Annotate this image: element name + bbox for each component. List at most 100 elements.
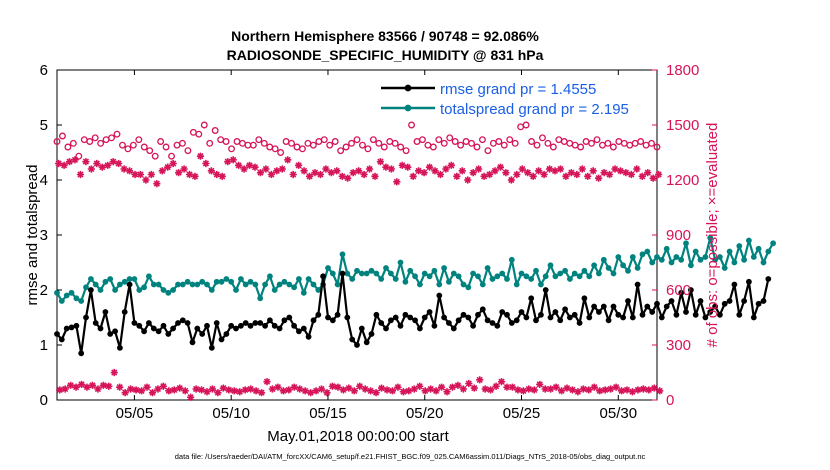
rmse-point: [141, 328, 148, 335]
obs-possible-marker: [375, 139, 383, 147]
rmse-point: [320, 273, 326, 280]
rmse-point: [305, 333, 312, 340]
rmse-point: [562, 306, 568, 313]
y-left-tick-label: 5: [40, 117, 48, 134]
rmse-point: [189, 339, 196, 346]
obs-possible-marker: [533, 141, 541, 149]
obs-low-marker: [514, 386, 522, 394]
obs-low-marker: [530, 386, 538, 394]
totalspread-point: [247, 278, 254, 285]
totalspread-point: [717, 254, 723, 260]
y-right-tick-label: 900: [666, 227, 691, 244]
totalspread-point: [663, 245, 670, 252]
obs-evaluated-marker: [491, 167, 499, 175]
obs-possible-marker: [593, 136, 601, 144]
totalspread-point: [770, 240, 776, 247]
obs-evaluated-marker: [633, 165, 641, 173]
obs-evaluated-marker: [507, 176, 515, 184]
totalspread-point: [204, 281, 210, 288]
obs-evaluated-marker: [485, 170, 494, 179]
obs-evaluated-marker: [218, 172, 226, 180]
totalspread-point: [552, 273, 559, 280]
rmse-point: [475, 311, 481, 318]
obs-evaluated-marker: [213, 170, 221, 179]
totalspread-point: [533, 267, 539, 274]
obs-evaluated-marker: [245, 161, 254, 169]
totalspread-point: [349, 276, 356, 282]
rmse-point: [581, 295, 588, 302]
rmse-point: [436, 292, 443, 299]
obs-low-marker: [345, 384, 353, 392]
obs-evaluated-marker: [616, 167, 625, 175]
rmse-point: [625, 298, 631, 304]
totalspread-point: [68, 289, 75, 296]
obs-possible-marker: [113, 130, 121, 138]
totalspread-point: [421, 270, 428, 277]
obs-possible-marker: [380, 143, 388, 151]
rmse-point: [112, 328, 118, 335]
obs-low-marker: [307, 389, 315, 397]
rmse-point: [489, 320, 496, 326]
totalspread-point: [73, 295, 80, 302]
totalspread-point: [402, 278, 409, 285]
rmse-point: [291, 322, 297, 329]
obs-possible-marker: [326, 141, 334, 149]
obs-low-marker: [399, 388, 407, 396]
obs-evaluated-marker: [393, 178, 401, 186]
obs-evaluated-marker: [333, 167, 341, 175]
totalspread-point: [184, 278, 191, 285]
obs-evaluated-marker: [191, 172, 199, 180]
totalspread-point: [305, 276, 312, 282]
obs-evaluated-marker: [284, 156, 292, 164]
rmse-point: [325, 314, 331, 321]
totalspread-point: [257, 295, 264, 302]
obs-possible-marker: [440, 139, 448, 147]
obs-evaluated-marker: [496, 163, 505, 171]
totalspread-point: [310, 281, 317, 288]
rmse-point: [199, 331, 206, 337]
totalspread-point: [479, 281, 486, 288]
rmse-point: [504, 311, 510, 318]
totalspread-point: [117, 281, 123, 288]
obs-possible-marker: [604, 139, 612, 147]
obs-evaluated-marker: [502, 169, 510, 177]
obs-evaluated-marker: [518, 165, 526, 173]
totalspread-point: [121, 278, 128, 285]
totalspread-point: [392, 276, 399, 282]
obs-low-marker: [448, 383, 457, 391]
totalspread-point: [658, 256, 665, 263]
obs-low-marker: [159, 382, 167, 390]
obs-evaluated-marker: [425, 163, 434, 171]
totalspread-point: [591, 262, 597, 269]
obs-evaluated-marker: [131, 170, 139, 179]
obs-low-marker: [197, 386, 206, 394]
obs-low-marker: [279, 387, 287, 395]
obs-low-marker: [432, 387, 440, 395]
totalspread-point: [450, 270, 457, 277]
rmse-point: [315, 311, 322, 318]
totalspread-point: [750, 254, 757, 260]
obs-low-marker: [67, 381, 75, 389]
y-left-tick-label: 3: [40, 227, 48, 244]
obs-low-marker: [503, 383, 511, 391]
obs-evaluated-marker: [93, 159, 101, 168]
totalspread-point: [702, 254, 709, 260]
rmse-point: [165, 331, 172, 337]
obs-possible-marker: [648, 139, 655, 147]
rmse-point: [683, 309, 689, 315]
obs-evaluated-marker: [638, 172, 646, 180]
totalspread-point: [179, 281, 186, 288]
obs-low-marker: [170, 386, 178, 394]
rmse-point: [508, 320, 515, 326]
rmse-point: [310, 317, 317, 324]
totalspread-point: [199, 278, 206, 285]
obs-possible-marker: [609, 143, 617, 151]
totalspread-point: [688, 262, 694, 269]
totalspread-point: [455, 273, 462, 280]
obs-low-marker: [519, 387, 527, 395]
obs-low-marker: [105, 382, 113, 390]
obs-evaluated-marker: [382, 163, 390, 171]
totalspread-point: [126, 276, 133, 282]
rmse-point: [78, 350, 85, 357]
rmse-point: [731, 281, 738, 288]
